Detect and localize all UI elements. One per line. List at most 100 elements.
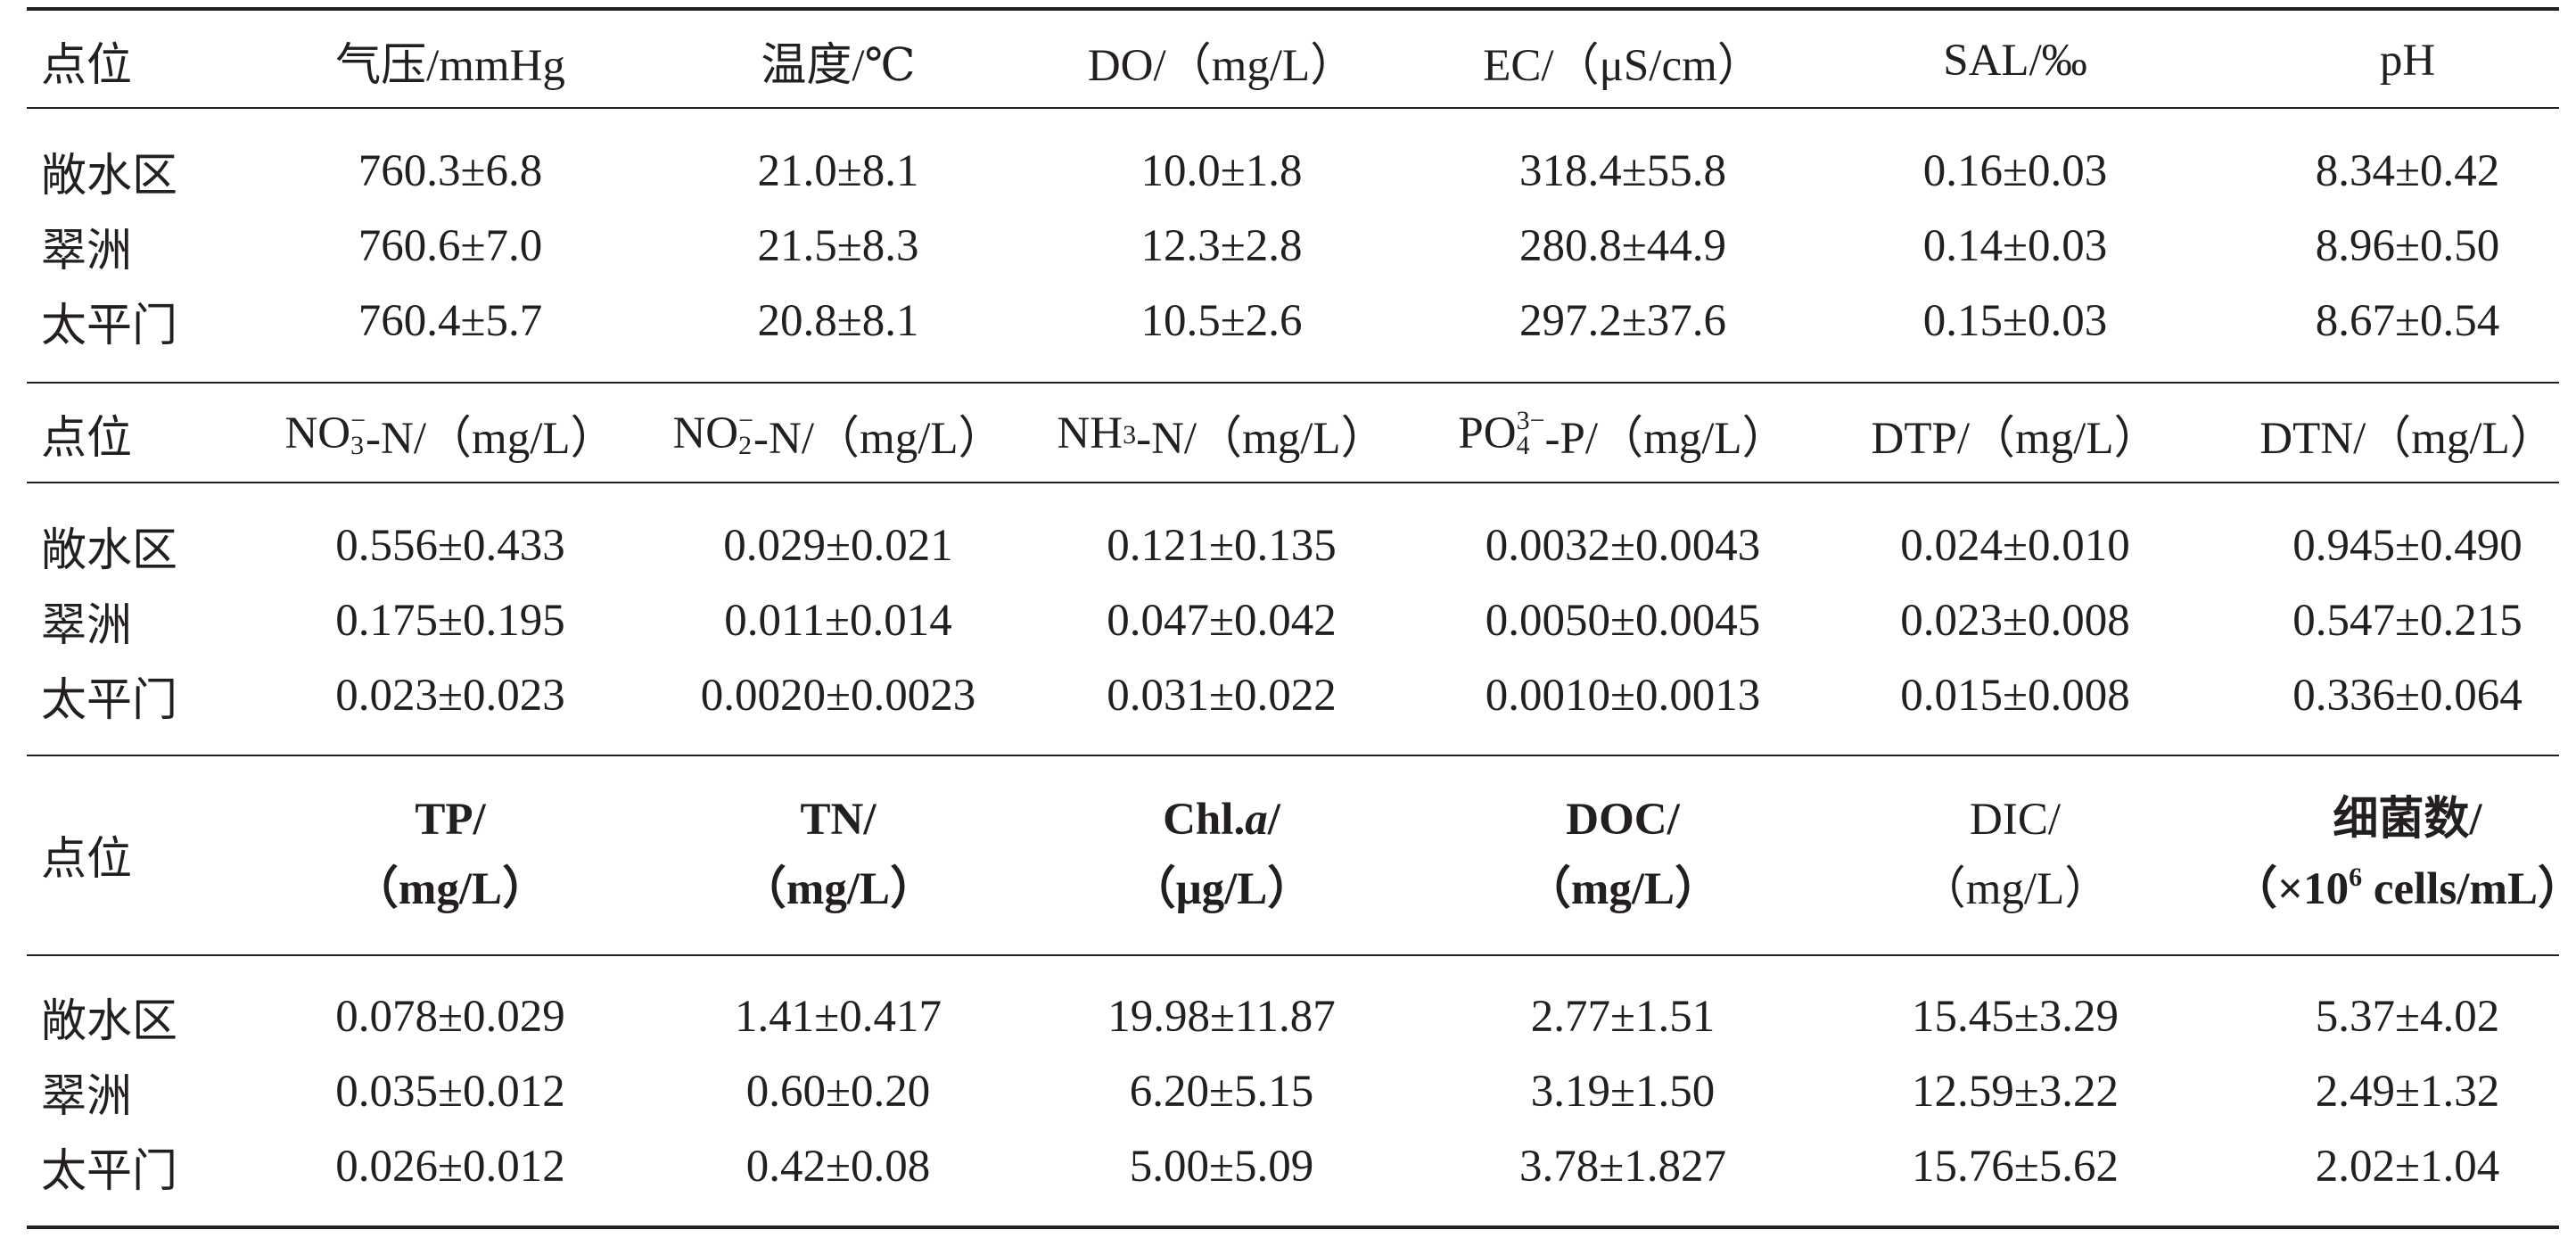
site-cell: 敞水区 [41,152,178,202]
value-cell: 760.6±7.0 [358,221,543,271]
value-cell: 0.0010±0.0013 [1485,671,1761,721]
site-cell: 敞水区 [41,997,178,1047]
header-bacteria-exp: 6 [2349,862,2363,892]
value-cell: 6.20±5.15 [1129,1067,1314,1117]
header-bacteria-line2: （×106 cells/mL） [2232,854,2576,924]
header-sal: SAL/‰ [1943,36,2087,86]
header-temperature: 温度/℃ [761,41,916,91]
value-cell: 8.96±0.50 [2315,221,2500,271]
value-cell: 0.547±0.215 [2292,596,2523,646]
table-row: 太平门 0.026±0.012 0.42±0.08 5.00±5.09 3.78… [27,1129,2559,1204]
header-bacteria-unit: cells/mL） [2362,864,2576,914]
header-rule-1 [27,107,2559,109]
bottom-rule [27,1226,2559,1229]
value-cell: 2.49±1.32 [2315,1067,2500,1117]
header-bacteria-prefix: （×10 [2232,864,2350,914]
value-cell: 760.3±6.8 [358,146,543,196]
header-tn-line1: TN/ [800,795,876,845]
value-cell: 2.02±1.04 [2315,1142,2500,1192]
header-do: DO/（mg/L） [1087,41,1356,91]
header-dic-line1: DIC/ [1970,795,2061,845]
value-cell: 0.0050±0.0045 [1485,596,1761,646]
header-po4-base: PO [1458,409,1517,458]
value-cell: 0.011±0.014 [724,596,952,646]
value-cell: 0.175±0.195 [335,596,565,646]
header-nh3-base: NH [1057,409,1123,458]
header-chla-italic: a [1245,795,1268,845]
header-doc-line2: （mg/L） [1525,864,1721,914]
header-ph: pH [2379,36,2436,86]
value-cell: 21.0±8.1 [757,146,919,196]
header-no2: NO −2 -N/（mg/L） [588,396,1088,471]
value-cell: 12.59±3.22 [1912,1067,2119,1117]
site-cell: 翠洲 [41,601,133,651]
table-header-row: 点位 TP/ （mg/L） TN/ （mg/L） Chl.a/ （μg/L） D… [27,765,2576,944]
site-cell: 太平门 [41,1147,178,1197]
section-rule-1 [27,382,2559,384]
header-ec: EC/（μS/cm） [1483,41,1763,91]
value-cell: 0.035±0.012 [335,1067,565,1117]
header-dic-line2: （mg/L） [1920,864,2111,914]
value-cell: 0.047±0.042 [1107,596,1337,646]
value-cell: 1.41±0.417 [735,992,942,1042]
table-row: 翠洲 0.035±0.012 0.60±0.20 6.20±5.15 3.19±… [27,1054,2559,1129]
header-po4-sup: 3− [1516,406,1545,435]
value-cell: 0.16±0.03 [1922,146,2108,196]
header-bacteria: 细菌数/ （×106 cells/mL） [2149,765,2576,944]
header-site: 点位 [41,414,133,464]
header-tp-line2: （mg/L） [352,864,548,914]
header-tn-line2: （mg/L） [740,864,936,914]
value-cell: 15.45±3.29 [1912,992,2119,1042]
value-cell: 3.78±1.827 [1519,1142,1726,1192]
value-cell: 0.336±0.064 [2292,671,2523,721]
value-cell: 2.77±1.51 [1530,992,1716,1042]
value-cell: 280.8±44.9 [1519,221,1726,271]
header-site: 点位 [41,41,133,91]
site-cell: 翠洲 [41,227,133,276]
table-row: 敞水区 0.078±0.029 1.41±0.417 19.98±11.87 2… [27,979,2559,1054]
value-cell: 0.42±0.08 [745,1142,931,1192]
value-cell: 0.023±0.023 [335,671,565,721]
site-cell: 翠洲 [41,1072,133,1122]
header-no3-sup: − [350,406,366,435]
value-cell: 8.67±0.54 [2315,296,2500,346]
value-cell: 5.00±5.09 [1129,1142,1314,1192]
table-row: 敞水区 0.556±0.433 0.029±0.021 0.121±0.135 … [27,508,2559,583]
value-cell: 8.34±0.42 [2315,146,2500,196]
header-no3: NO −3 -N/（mg/L） [205,396,695,471]
header-no3-base: NO [284,409,351,458]
header-po4-rest: -P/（mg/L） [1544,414,1788,464]
value-cell: 0.078±0.029 [335,992,565,1042]
value-cell: 10.5±2.6 [1140,296,1303,346]
value-cell: 0.031±0.022 [1107,671,1337,721]
header-tp: TP/ （mg/L） [205,765,695,944]
header-doc: DOC/ （mg/L） [1364,765,1881,944]
header-dtp: DTP/（mg/L） [1871,414,2160,464]
value-cell: 20.8±8.1 [757,296,919,346]
header-rule-2 [27,482,2559,483]
site-cell: 太平门 [41,301,178,351]
value-cell: 12.3±2.8 [1140,221,1303,271]
value-cell: 0.121±0.135 [1107,521,1337,571]
value-cell: 760.4±5.7 [358,296,543,346]
header-no2-rest: -N/（mg/L） [753,414,1004,464]
table-row: 太平门 0.023±0.023 0.0020±0.0023 0.031±0.02… [27,658,2559,733]
header-chla-prefix: Chl. [1163,795,1246,845]
table-header-row: 点位 NO −3 -N/（mg/L） NO −2 -N/（mg/L） NH 3 -N/（mg… [27,396,2559,471]
header-nh3-rest: -N/（mg/L） [1136,414,1387,464]
header-rule-3 [27,954,2559,956]
header-bacteria-line1: 细菌数/ [2333,795,2482,845]
header-chla-slash: / [1267,795,1280,845]
header-chla-line1: Chl.a/ [1163,785,1280,854]
table-row: 翠洲 0.175±0.195 0.011±0.014 0.047±0.042 0… [27,583,2559,658]
value-cell: 15.76±5.62 [1912,1142,2119,1192]
table-row: 敞水区 760.3±6.8 21.0±8.1 10.0±1.8 318.4±55… [27,134,2559,209]
section-rule-2 [27,755,2559,756]
header-po4: PO 3− 4 -P/（mg/L） [1364,396,1881,471]
header-no2-sup: − [738,406,754,435]
header-tn: TN/ （mg/L） [588,765,1088,944]
header-tp-line1: TP/ [415,795,486,845]
value-cell: 0.015±0.008 [1900,671,2130,721]
header-doc-line1: DOC/ [1566,795,1680,845]
header-po4-sub: 4 [1516,431,1530,460]
